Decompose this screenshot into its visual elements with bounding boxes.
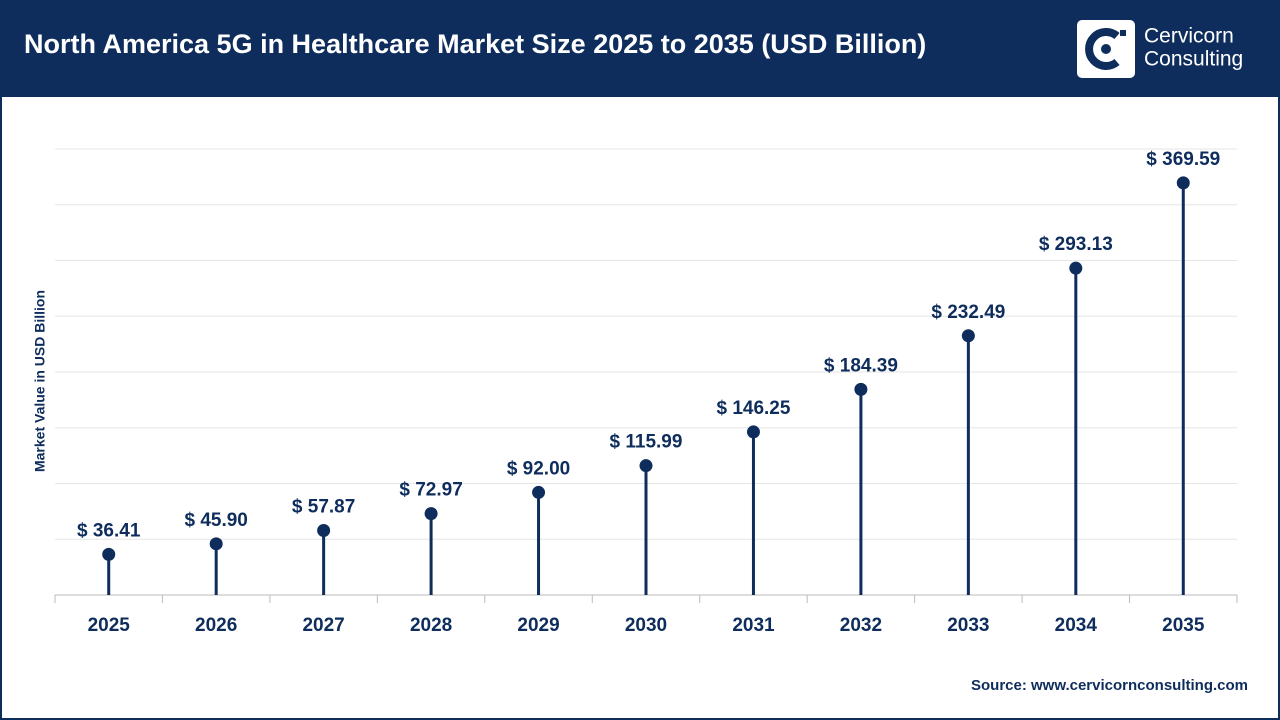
value-label: $ 369.59: [1146, 149, 1220, 170]
x-tick-label: 2031: [732, 615, 775, 636]
x-tick-label: 2029: [517, 615, 559, 636]
x-tick-label: 2034: [1055, 615, 1098, 636]
logo-mark: [1085, 28, 1120, 70]
value-label: $ 146.25: [716, 398, 790, 419]
value-label: $ 115.99: [610, 432, 683, 453]
value-label: $ 36.41: [77, 520, 141, 541]
logo-text: Cervicorn: [1144, 25, 1234, 48]
header: [0, 0, 1280, 97]
dot: [532, 485, 546, 499]
source: Source: www.cervicornconsulting.com: [971, 677, 1248, 694]
value-label: $ 92.00: [507, 458, 570, 479]
x-tick-label: 2035: [1162, 615, 1205, 636]
dot: [424, 507, 438, 521]
value-label: $ 184.39: [824, 355, 898, 376]
value-label: $ 232.49: [931, 302, 1005, 323]
chart-title: North America 5G in Healthcare Market Si…: [24, 29, 926, 59]
dot: [639, 459, 653, 473]
x-tick-label: 2026: [195, 615, 237, 636]
dot: [317, 523, 331, 537]
logo: Cervicorn Consulting: [1077, 20, 1243, 78]
dot: [854, 382, 868, 396]
x-tick-label: 2027: [302, 615, 344, 636]
dot: [1069, 261, 1083, 275]
logo-dot: [1101, 44, 1111, 54]
dot: [746, 425, 760, 439]
dot: [961, 329, 975, 343]
value-label: $ 72.97: [399, 480, 462, 501]
logo-text: Consulting: [1144, 48, 1243, 71]
x-tick-label: 2033: [947, 615, 989, 636]
x-tick-label: 2025: [88, 615, 131, 636]
x-tick-label: 2030: [625, 615, 667, 636]
dot: [1176, 176, 1190, 190]
x-tick-label: 2028: [410, 615, 452, 636]
value-label: $ 45.90: [184, 510, 247, 531]
dot: [209, 537, 223, 551]
value-label: $ 57.87: [292, 496, 355, 517]
x-tick-label: 2032: [840, 615, 882, 636]
y-axis-title: Market Value in USD Billion: [32, 290, 48, 472]
logo-square: [1120, 30, 1126, 36]
value-label: $ 293.13: [1039, 234, 1113, 255]
dot: [102, 547, 116, 561]
